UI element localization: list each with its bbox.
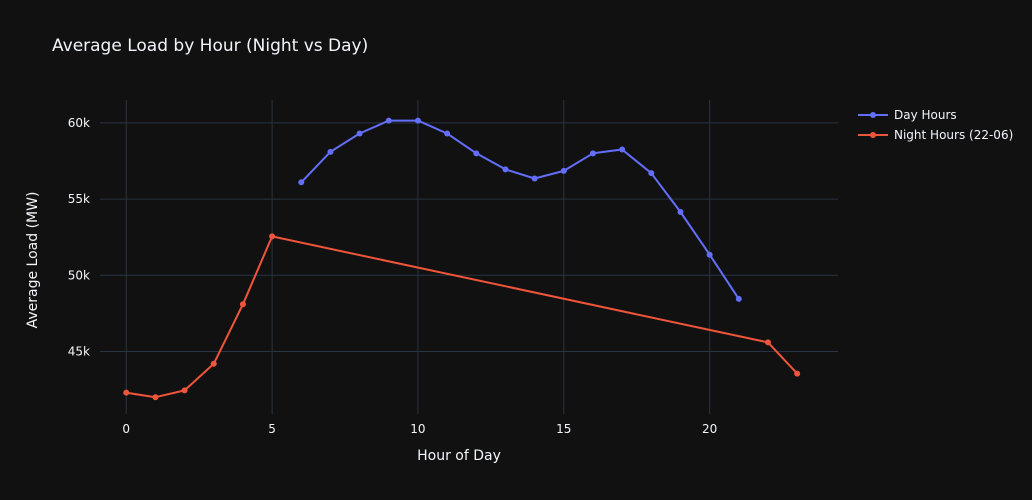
legend-label: Night Hours (22-06) [894, 128, 1013, 142]
x-tick-label: 10 [410, 422, 425, 436]
data-point[interactable] [794, 370, 801, 377]
data-point[interactable] [181, 387, 188, 394]
data-point[interactable] [298, 179, 305, 186]
y-axis-title: Average Load (MW) [25, 192, 41, 329]
series-day-hours[interactable] [298, 117, 742, 302]
legend[interactable]: Day Hours Night Hours (22-06) [858, 108, 1013, 142]
data-point[interactable] [239, 301, 246, 308]
data-point[interactable] [210, 360, 217, 367]
chart-title: Average Load by Hour (Night vs Day) [52, 36, 368, 56]
legend-label: Day Hours [894, 108, 957, 122]
data-point[interactable] [414, 117, 421, 124]
legend-marker [870, 132, 876, 138]
x-tick-label: 15 [556, 422, 571, 436]
data-point[interactable] [385, 117, 392, 124]
x-axis-title: Hour of Day [417, 448, 501, 464]
x-tick-label: 20 [702, 422, 717, 436]
data-point[interactable] [269, 233, 276, 240]
data-point[interactable] [764, 339, 771, 346]
data-point[interactable] [648, 170, 655, 177]
data-point[interactable] [502, 166, 509, 173]
plot-area[interactable] [123, 117, 801, 401]
data-point[interactable] [677, 209, 684, 216]
data-point[interactable] [444, 130, 451, 137]
tick-labels: 0 5 10 15 20 45k 50k 55k 60k [68, 116, 718, 436]
y-tick-label: 55k [68, 192, 90, 206]
series-night-hours-22-06[interactable] [123, 233, 801, 401]
series-line [300, 119, 740, 300]
y-tick-label: 50k [68, 268, 90, 282]
data-point[interactable] [327, 148, 334, 155]
data-point[interactable] [356, 130, 363, 137]
data-point[interactable] [735, 295, 742, 302]
data-point[interactable] [123, 389, 130, 396]
data-point[interactable] [706, 251, 713, 258]
data-point[interactable] [619, 146, 626, 153]
x-tick-label: 0 [122, 422, 130, 436]
y-tick-label: 60k [68, 116, 90, 130]
data-point[interactable] [473, 150, 480, 157]
data-point[interactable] [589, 150, 596, 157]
data-point[interactable] [560, 167, 567, 174]
legend-item-day-hours[interactable]: Day Hours [858, 108, 957, 122]
data-point[interactable] [152, 394, 159, 401]
x-tick-label: 5 [268, 422, 276, 436]
series-line [126, 235, 798, 399]
data-point[interactable] [531, 175, 538, 182]
legend-item-night-hours-22-06[interactable]: Night Hours (22-06) [858, 128, 1013, 142]
legend-marker [870, 112, 876, 118]
y-tick-label: 45k [68, 345, 90, 359]
